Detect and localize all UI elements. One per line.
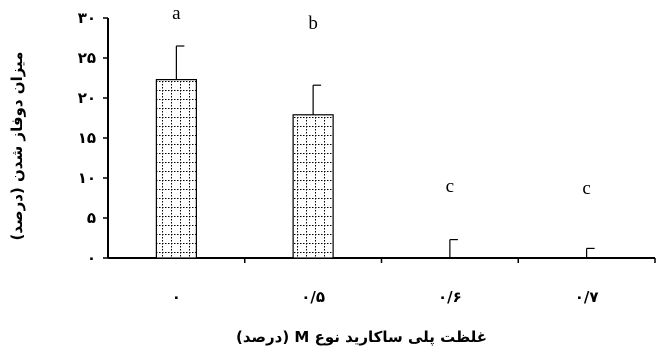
y-tick-label: ۳۰ [78, 9, 96, 27]
y-tick-label: ۵ [87, 209, 96, 227]
x-tick-label: ۰/۶ [438, 288, 462, 306]
x-tick-label: ۰ [172, 288, 181, 306]
bar [155, 78, 197, 259]
significance-letter: a [172, 3, 181, 24]
y-tick-label: ۱۵ [78, 129, 96, 147]
x-tick-label: ۰/۷ [575, 288, 599, 306]
bar [292, 114, 334, 259]
significance-letter: c [446, 176, 454, 197]
y-axis-title: میزان دوفاز شدن (درصد) [8, 52, 26, 241]
significance-letter: c [582, 178, 590, 199]
y-tick-label: ۲۵ [78, 49, 96, 67]
bars [155, 78, 334, 259]
x-tick-label: ۰/۵ [301, 288, 325, 306]
y-tick-label: ۱۰ [78, 169, 96, 187]
x-axis-title: غلظت پلی ساکارید نوع M (درصد) [236, 328, 487, 347]
significance-letter: b [308, 13, 318, 34]
y-tick-label: ۰ [87, 249, 96, 267]
significance-letters: a b c c [172, 3, 591, 199]
y-ticks: ۰ ۵ ۱۰ ۱۵ ۲۰ ۲۵ ۳۰ [78, 9, 108, 267]
x-ticks: ۰ ۰/۵ ۰/۶ ۰/۷ [172, 288, 599, 306]
error-bars [175, 45, 595, 258]
y-tick-label: ۲۰ [78, 89, 96, 107]
